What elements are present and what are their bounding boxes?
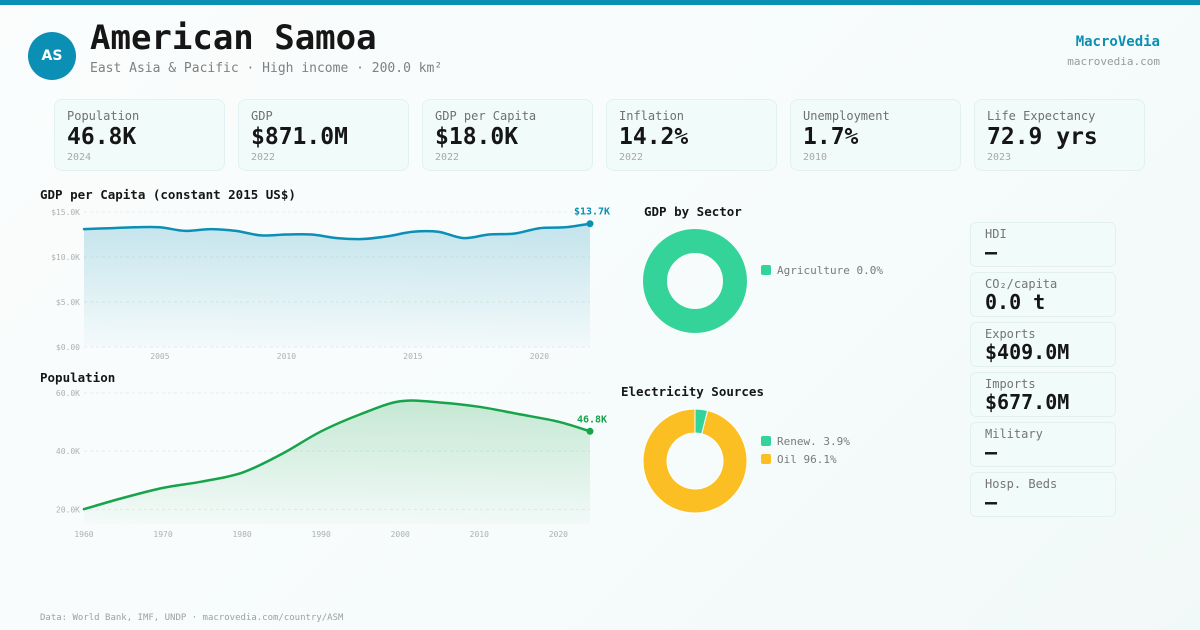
gdp-per-capita-chart-title: GDP per Capita (constant 2015 US$): [40, 187, 296, 202]
avatar-initials: AS: [41, 48, 63, 64]
footer-source: Data: World Bank, IMF, UNDP · macrovedia…: [40, 613, 344, 623]
indicator-sidebar: HDI — CO₂/capita 0.0 t Exports $409.0M I…: [970, 222, 1116, 517]
kpi-label: Unemployment: [803, 109, 890, 123]
legend-item-renewables: Renew. 3.9%: [761, 432, 850, 450]
indicator-card-co2: CO₂/capita 0.0 t: [970, 272, 1116, 317]
legend-label: Renew. 3.9%: [777, 434, 850, 448]
x-tick-label: 2015: [403, 352, 422, 361]
x-tick-label: 2005: [150, 352, 169, 361]
kpi-year: 2022: [435, 152, 460, 163]
indicator-label: Imports: [985, 377, 1036, 391]
electricity-sources-title: Electricity Sources: [621, 384, 764, 399]
end-point-marker: [586, 427, 594, 435]
area-fill: [84, 400, 590, 524]
indicator-value: —: [985, 440, 998, 464]
brand-logo[interactable]: MacroVedia: [1075, 34, 1160, 50]
indicator-label: Exports: [985, 327, 1036, 341]
kpi-value: 14.2%: [619, 124, 689, 150]
x-tick-label: 1990: [312, 530, 331, 539]
top-accent-bar: [0, 0, 1200, 5]
x-tick-label: 2000: [391, 530, 410, 539]
kpi-card-life-expectancy: Life Expectancy 72.9 yrs 2023: [974, 99, 1145, 171]
kpi-label: Population: [67, 109, 140, 123]
kpi-row: Population 46.8K 2024 GDP $871.0M 2022 G…: [54, 99, 1145, 171]
x-tick-label: 2010: [277, 352, 296, 361]
y-tick-label: 20.0K: [56, 505, 80, 514]
kpi-value: $18.0K: [435, 124, 519, 150]
indicator-value: 0.0 t: [985, 290, 1046, 314]
kpi-label: GDP: [251, 109, 273, 123]
kpi-card-inflation: Inflation 14.2% 2022: [606, 99, 777, 171]
donut-slice-oil: [642, 408, 748, 514]
gdp-by-sector-legend: Agriculture 0.0%: [761, 261, 883, 279]
indicator-card-hdi: HDI —: [970, 222, 1116, 267]
indicator-label: Hosp. Beds: [985, 477, 1058, 491]
kpi-year: 2024: [67, 152, 92, 163]
series-line: [82, 399, 592, 511]
kpi-value: 1.7%: [803, 124, 859, 150]
indicator-label: HDI: [985, 227, 1007, 241]
indicator-value: $409.0M: [985, 340, 1070, 364]
population-chart: 20.0K 40.0K 60.0K 1960 1970 1980 1990 2000 2010 2…: [56, 389, 607, 539]
y-tick-label: $0.00: [56, 343, 80, 352]
x-tick-label: 1970: [153, 530, 172, 539]
population-chart-title: Population: [40, 370, 116, 385]
page-subtitle: East Asia & Pacific · High income · 200.…: [90, 61, 443, 76]
y-tick-label: 40.0K: [56, 447, 80, 456]
electricity-sources-donut: [642, 408, 748, 514]
indicator-value: —: [985, 240, 998, 264]
kpi-card-unemployment: Unemployment 1.7% 2010: [790, 99, 961, 171]
donut-slice-agriculture: [643, 229, 747, 333]
kpi-label: Inflation: [619, 109, 685, 123]
legend-swatch: [761, 265, 771, 275]
kpi-card-gdp-per-capita: GDP per Capita $18.0K 2022: [422, 99, 593, 171]
end-value-label: 46.8K: [577, 414, 607, 425]
kpi-value: $871.0M: [251, 124, 348, 150]
indicator-label: Military: [985, 427, 1043, 441]
kpi-label: GDP per Capita: [435, 109, 537, 123]
gdp-per-capita-chart: $0.00 $5.0K $10.0K $15.0K 2005 2010 2015 2020 $1…: [51, 207, 610, 361]
x-tick-label: 2020: [530, 352, 549, 361]
x-tick-label: 1960: [74, 530, 93, 539]
indicator-card-imports: Imports $677.0M: [970, 372, 1116, 417]
indicator-card-exports: Exports $409.0M: [970, 322, 1116, 367]
legend-swatch: [761, 454, 771, 464]
legend-label: Agriculture 0.0%: [777, 263, 883, 277]
kpi-value: 72.9 yrs: [987, 124, 1098, 150]
x-tick-label: 2010: [470, 530, 489, 539]
gdp-by-sector-title: GDP by Sector: [644, 204, 742, 219]
kpi-value: 46.8K: [67, 124, 137, 150]
legend-item-oil: Oil 96.1%: [761, 450, 850, 468]
gdp-by-sector-donut: [643, 229, 747, 333]
page-title: American Samoa: [90, 18, 377, 58]
brand-url[interactable]: macrovedia.com: [1067, 55, 1160, 68]
x-tick-label: 2020: [549, 530, 568, 539]
kpi-card-gdp: GDP $871.0M 2022: [238, 99, 409, 171]
indicator-value: —: [985, 490, 998, 514]
y-tick-label: $5.0K: [56, 298, 80, 307]
electricity-sources-legend: Renew. 3.9% Oil 96.1%: [761, 432, 850, 468]
indicator-card-hospital-beds: Hosp. Beds —: [970, 472, 1116, 517]
y-tick-label: 60.0K: [56, 389, 80, 398]
x-tick-label: 1980: [232, 530, 251, 539]
legend-label: Oil 96.1%: [777, 452, 837, 466]
kpi-year: 2023: [987, 152, 1012, 163]
area-fill: [84, 223, 590, 347]
country-avatar: AS: [28, 32, 76, 80]
kpi-label: Life Expectancy: [987, 109, 1096, 123]
end-point-marker: [586, 220, 594, 228]
end-value-label: $13.7K: [574, 207, 610, 218]
kpi-year: 2022: [619, 152, 644, 163]
indicator-value: $677.0M: [985, 390, 1070, 414]
kpi-year: 2010: [803, 152, 828, 163]
kpi-year: 2022: [251, 152, 276, 163]
indicator-card-military: Military —: [970, 422, 1116, 467]
y-tick-label: $10.0K: [51, 253, 80, 262]
kpi-card-population: Population 46.8K 2024: [54, 99, 225, 171]
legend-swatch: [761, 436, 771, 446]
legend-item-agriculture: Agriculture 0.0%: [761, 261, 883, 279]
indicator-label: CO₂/capita: [985, 277, 1058, 291]
y-tick-label: $15.0K: [51, 208, 80, 217]
